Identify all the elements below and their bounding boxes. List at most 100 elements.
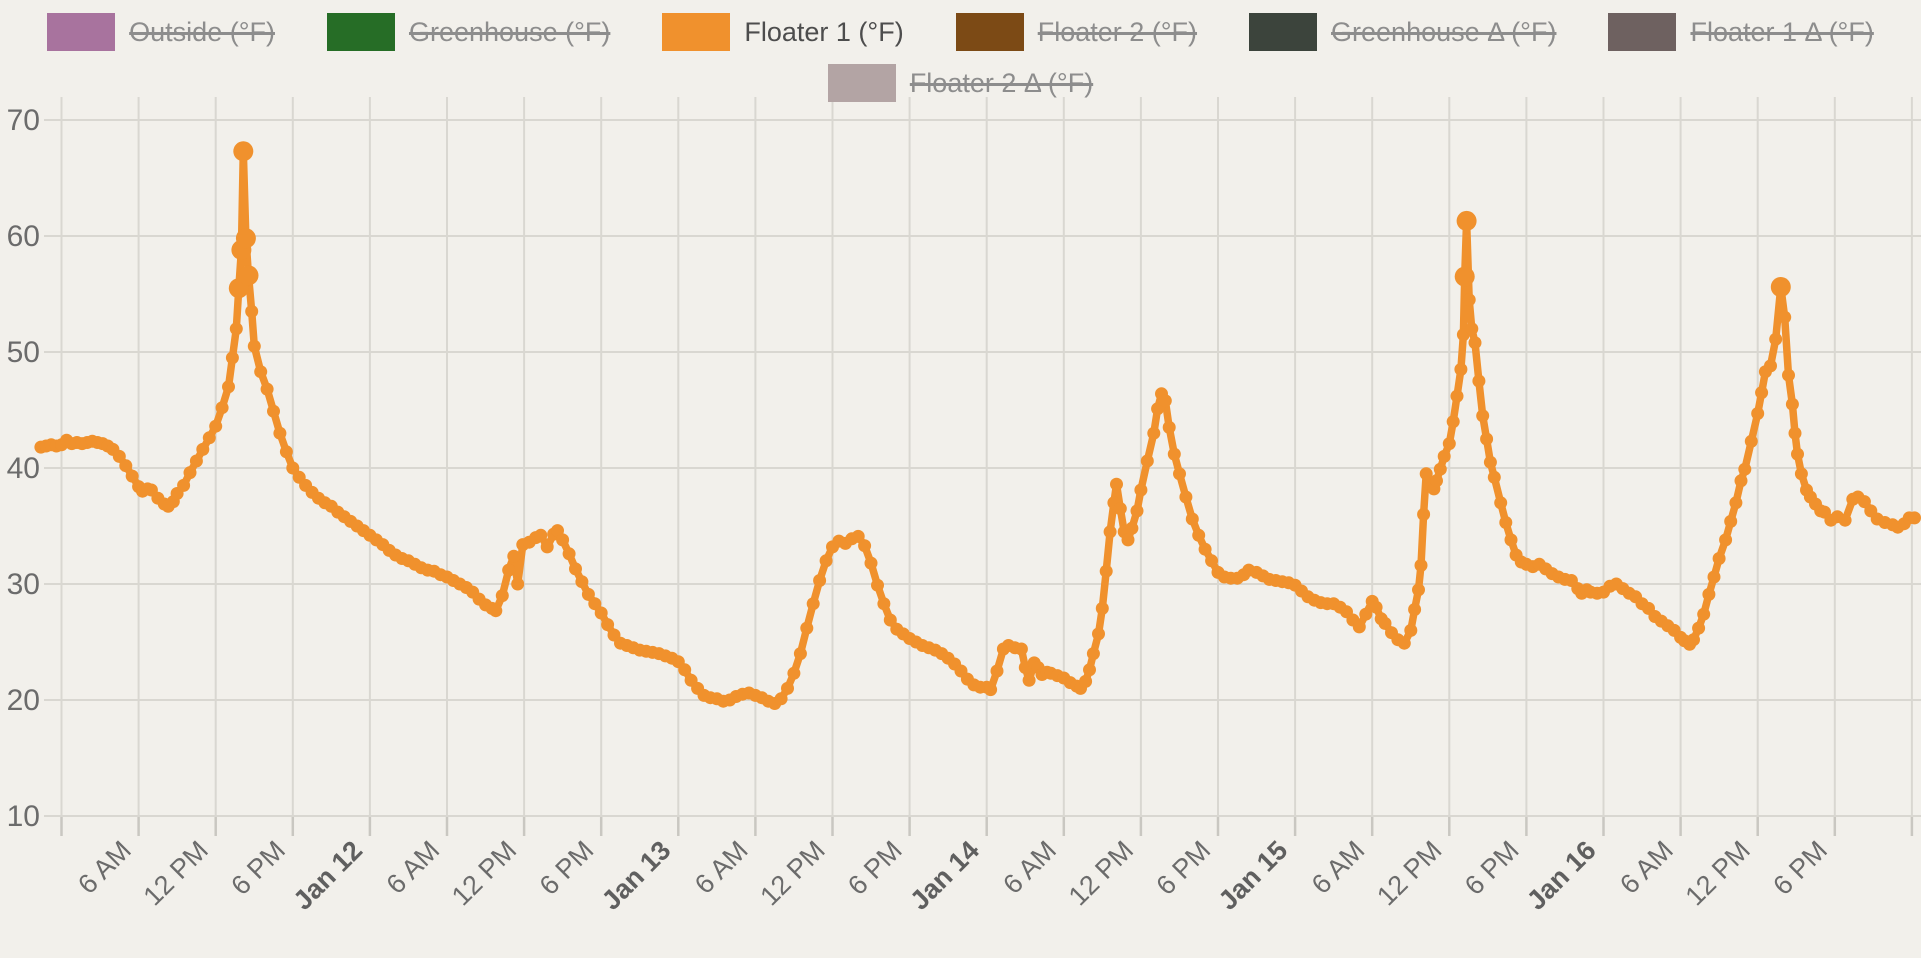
series-marker <box>254 365 268 379</box>
series-marker <box>229 322 243 336</box>
y-axis-tick-label: 20 <box>7 684 40 717</box>
series-marker <box>1692 621 1706 635</box>
series-marker <box>215 401 229 415</box>
series-marker <box>507 549 521 563</box>
legend-item-label: Floater 2 Δ (°F) <box>909 67 1094 98</box>
series-marker <box>787 666 801 680</box>
x-axis-tick-label: 6 PM <box>225 835 291 901</box>
series-marker <box>1110 477 1123 491</box>
series-marker <box>1173 467 1186 481</box>
legend-swatch-icon <box>326 13 395 51</box>
legend-item-2[interactable]: Floater 1 (°F) <box>662 13 904 51</box>
x-axis-tick-text: Jan 12 <box>287 835 368 916</box>
legend-swatch-icon <box>1249 13 1318 51</box>
series-marker <box>877 597 891 611</box>
series-marker <box>1179 490 1193 504</box>
series-marker <box>1198 542 1212 556</box>
series-marker <box>177 478 191 492</box>
x-axis-tick-text: 12 PM <box>1371 835 1447 911</box>
series-marker <box>1791 447 1804 461</box>
series-marker <box>1092 627 1105 641</box>
series-marker <box>1454 266 1475 287</box>
series-marker <box>1697 607 1711 621</box>
x-axis-tick-text: 6 AM <box>997 835 1062 900</box>
x-axis-tick-label: 6 AM <box>381 835 446 900</box>
series-marker <box>1838 513 1852 527</box>
legend-item-0[interactable]: Outside (°F) <box>47 13 275 51</box>
legend-item-label: Floater 1 (°F) <box>744 16 904 47</box>
x-axis-tick-text: 6 PM <box>225 835 291 901</box>
legend-item-label: Floater 2 (°F) <box>1037 16 1198 47</box>
series-marker <box>1134 483 1148 497</box>
series-marker <box>1113 502 1127 516</box>
series-marker <box>1014 642 1028 656</box>
series-marker <box>858 539 872 553</box>
legend-swatch-icon <box>827 64 896 102</box>
series-marker <box>781 681 794 695</box>
legend-item-label: Greenhouse (°F) <box>408 16 611 47</box>
series-marker <box>1430 474 1443 488</box>
legend-item-6[interactable]: Floater 2 Δ (°F) <box>827 64 1094 102</box>
series-marker <box>1738 462 1752 476</box>
series-marker <box>1450 389 1464 403</box>
series-marker <box>119 459 133 473</box>
y-axis-tick-label: 40 <box>7 452 40 485</box>
series-marker <box>588 597 602 611</box>
legend-item-1[interactable]: Greenhouse (°F) <box>326 13 611 51</box>
chart-legend: Outside (°F) Greenhouse (°F) Floater 1 (°F… <box>0 0 1921 102</box>
series-marker <box>1764 359 1777 373</box>
series-marker <box>1707 570 1721 584</box>
x-axis-tick-label: 6 PM <box>842 835 908 901</box>
series-marker <box>112 449 126 463</box>
series-marker <box>1369 600 1383 614</box>
series-marker <box>1167 447 1181 461</box>
series-marker <box>678 663 692 677</box>
series-marker <box>1734 474 1748 488</box>
legend-item-label: Outside (°F) <box>129 16 275 47</box>
legend-item-5[interactable]: Floater 1 Δ (°F) <box>1608 13 1874 51</box>
series-marker <box>1185 512 1199 526</box>
series-marker <box>800 621 814 635</box>
series-marker <box>495 589 509 603</box>
series-marker <box>562 547 576 561</box>
series-marker <box>1162 420 1176 434</box>
legend-swatch-icon <box>955 13 1024 51</box>
x-axis-tick-text: 12 PM <box>138 835 214 911</box>
x-axis-tick-text: Jan 14 <box>904 835 985 916</box>
series-marker <box>1147 426 1161 440</box>
series-marker <box>1785 397 1799 411</box>
series-marker <box>1472 374 1486 388</box>
series-marker <box>1095 601 1109 615</box>
series-marker <box>1724 514 1738 528</box>
series-marker <box>1788 426 1802 440</box>
series-marker <box>189 454 203 468</box>
series-marker <box>1359 607 1373 621</box>
series-marker <box>1414 558 1428 572</box>
series-marker <box>1140 454 1154 468</box>
x-axis-tick-label: 12 PM <box>446 835 522 911</box>
x-axis-tick-label: 12 PM <box>138 835 214 911</box>
legend-item-3[interactable]: Floater 2 (°F) <box>955 13 1198 51</box>
x-axis-tick-label: Jan 16 <box>1521 835 1602 916</box>
series-marker <box>1702 587 1716 601</box>
legend-item-4[interactable]: Greenhouse Δ (°F) <box>1249 13 1556 51</box>
x-axis-tick-label: 6 AM <box>1614 835 1679 900</box>
series-marker <box>1487 470 1501 484</box>
series-marker <box>1454 362 1468 376</box>
x-axis-tick-text: Jan 13 <box>596 835 677 916</box>
x-axis-tick-label: Jan 15 <box>1213 835 1294 916</box>
series-marker <box>819 554 833 568</box>
x-axis-tick-text: 6 AM <box>1614 835 1679 900</box>
series-marker <box>202 431 216 445</box>
series-marker <box>1499 516 1513 529</box>
legend-item-label: Greenhouse Δ (°F) <box>1331 16 1557 47</box>
series-marker <box>489 604 503 618</box>
series-marker <box>556 533 570 547</box>
series-marker <box>871 578 884 592</box>
x-axis-tick-text: 12 PM <box>1680 835 1756 911</box>
series-marker <box>511 577 525 591</box>
series-marker <box>245 304 259 318</box>
series-marker <box>1086 647 1100 661</box>
y-axis-tick-label: 10 <box>7 800 40 833</box>
